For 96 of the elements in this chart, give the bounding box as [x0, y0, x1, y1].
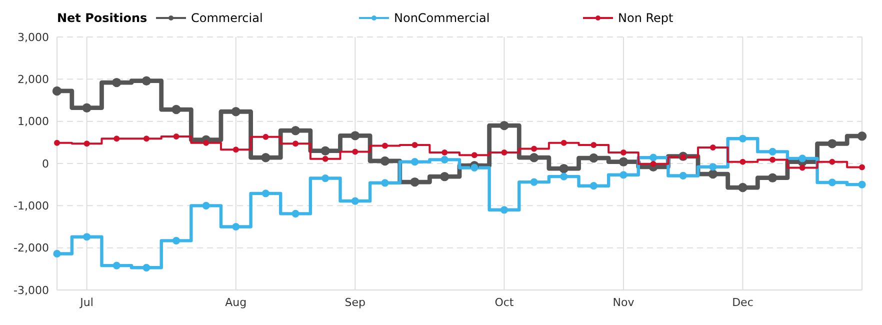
- x-tick-label: Aug: [225, 296, 247, 309]
- point: [262, 190, 270, 198]
- point: [173, 134, 180, 140]
- point: [82, 103, 92, 112]
- point: [112, 262, 120, 270]
- point: [529, 152, 539, 162]
- point: [322, 156, 328, 162]
- point: [52, 86, 62, 96]
- point: [261, 152, 270, 162]
- point: [560, 140, 567, 146]
- y-tick-label: 0: [42, 157, 49, 170]
- point: [709, 163, 717, 171]
- y-tick-label: -2,000: [14, 242, 49, 255]
- legend-title: Net Positions: [57, 11, 148, 25]
- point: [471, 152, 478, 158]
- point: [501, 150, 508, 156]
- point: [232, 222, 240, 231]
- point: [442, 150, 448, 156]
- point: [350, 131, 360, 140]
- y-tick-label: 1,000: [18, 115, 49, 128]
- point: [440, 172, 450, 182]
- point: [620, 150, 626, 156]
- point: [531, 146, 538, 152]
- point: [412, 142, 418, 148]
- point: [410, 158, 419, 166]
- point: [590, 182, 598, 190]
- point: [380, 156, 390, 166]
- point: [618, 157, 628, 166]
- point: [650, 160, 656, 167]
- point: [410, 177, 420, 187]
- point: [172, 104, 181, 114]
- y-tick-label: 2,000: [18, 73, 49, 86]
- point: [112, 78, 122, 88]
- point: [649, 154, 658, 162]
- legend-label: NonCommercial: [393, 11, 491, 25]
- point: [857, 131, 867, 141]
- y-tick-label: 3,000: [18, 30, 49, 44]
- legend-label: Commercial: [190, 11, 264, 25]
- point: [589, 153, 598, 163]
- point: [828, 139, 837, 148]
- point: [829, 158, 836, 165]
- point: [799, 164, 806, 171]
- point: [142, 264, 150, 272]
- x-tick-label: Sep: [344, 296, 366, 309]
- point: [500, 120, 509, 130]
- point: [83, 233, 91, 241]
- point: [84, 140, 90, 147]
- point: [143, 136, 150, 142]
- point: [381, 179, 389, 187]
- point: [858, 180, 866, 188]
- point: [351, 197, 359, 205]
- point: [590, 142, 597, 148]
- point: [770, 156, 776, 163]
- point: [680, 154, 686, 160]
- point: [231, 107, 240, 116]
- legend-label: Non Rept: [617, 11, 674, 25]
- y-tick-label: -1,000: [14, 200, 49, 213]
- point: [470, 164, 478, 172]
- point: [352, 148, 358, 155]
- point: [320, 146, 330, 156]
- point: [559, 164, 568, 174]
- y-tick-label: -3,000: [14, 284, 49, 297]
- point: [142, 76, 152, 86]
- point: [768, 148, 776, 156]
- point: [859, 164, 865, 170]
- point: [738, 134, 747, 142]
- point: [232, 146, 239, 153]
- point: [798, 154, 806, 162]
- point: [172, 236, 180, 244]
- point: [530, 178, 538, 186]
- point: [500, 206, 508, 214]
- point: [262, 134, 269, 140]
- point: [710, 144, 716, 150]
- point: [768, 173, 778, 182]
- point: [292, 140, 299, 147]
- point: [440, 156, 448, 164]
- point: [708, 169, 718, 179]
- x-tick-label: Dec: [732, 296, 754, 309]
- point: [53, 250, 61, 258]
- point: [828, 178, 836, 186]
- point: [290, 126, 300, 136]
- x-tick-label: Oct: [494, 296, 514, 309]
- point: [54, 140, 60, 146]
- point: [560, 172, 568, 180]
- point: [322, 174, 330, 182]
- point: [202, 202, 210, 210]
- point: [114, 136, 120, 142]
- point: [738, 182, 748, 192]
- point: [620, 171, 628, 179]
- point: [292, 210, 300, 218]
- point: [203, 140, 210, 146]
- point: [740, 158, 746, 165]
- x-tick-label: Nov: [612, 296, 635, 309]
- point: [679, 172, 687, 180]
- point: [382, 142, 388, 149]
- x-tick-label: Jul: [79, 296, 94, 309]
